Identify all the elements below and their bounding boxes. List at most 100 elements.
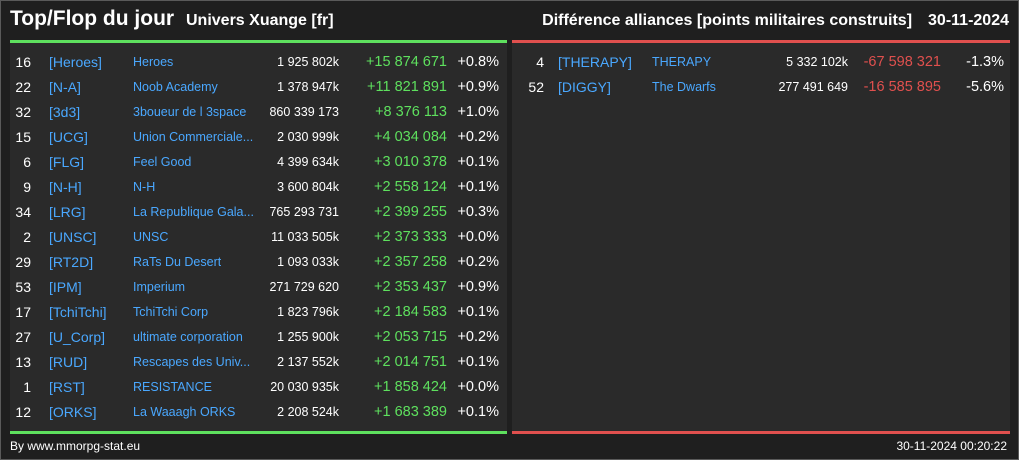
points-difference: +2 014 751 — [374, 354, 447, 370]
alliance-points: 1 255 900k — [277, 330, 339, 344]
percent-change: +0.9% — [457, 279, 499, 295]
alliance-name-link[interactable]: Rescapes des Univ... — [133, 355, 251, 369]
points-difference: +2 353 437 — [374, 279, 447, 295]
alliance-name-link[interactable]: N-H — [133, 180, 156, 194]
alliance-rank: 1 — [23, 379, 31, 395]
alliance-tag-link[interactable]: [IPM] — [49, 279, 82, 295]
points-difference: +4 034 084 — [374, 129, 447, 145]
header: Top/Flop du jour Univers Xuange [fr] Dif… — [0, 0, 1019, 40]
alliance-points: 20 030 935k — [270, 380, 339, 394]
alliance-name-link[interactable]: Feel Good — [133, 155, 192, 169]
metric-header: Différence alliances [points militaires … — [542, 12, 1009, 30]
alliance-name-link[interactable]: Heroes — [133, 55, 174, 69]
alliance-row: 2 [UNSC] UNSC 11 033 505k +2 373 333 +0.0% — [10, 225, 507, 250]
alliance-row: 12 [ORKS] La Waaagh ORKS 2 208 524k +1 683 3… — [10, 400, 507, 425]
alliance-tag-link[interactable]: [3d3] — [49, 104, 81, 120]
alliance-tag-link[interactable]: [U_Corp] — [49, 329, 106, 345]
alliance-name-link[interactable]: The Dwarfs — [652, 80, 716, 94]
alliance-row: 4 [THERAPY] THERAPY 5 332 102k -67 598 321 -1… — [512, 50, 1010, 75]
alliance-name-link[interactable]: TchiTchi Corp — [133, 305, 209, 319]
top-gainers-panel: 16 [Heroes] Heroes 1 925 802k +15 874 671 +0.… — [10, 40, 507, 434]
points-difference: +1 858 424 — [374, 379, 447, 395]
alliance-rank: 52 — [528, 79, 544, 95]
alliance-rank: 13 — [15, 354, 31, 370]
alliance-tag-link[interactable]: [RUD] — [49, 354, 88, 370]
alliance-points: 1 823 796k — [277, 305, 339, 319]
points-difference: +15 874 671 — [365, 54, 447, 70]
percent-change: +0.2% — [457, 254, 499, 270]
alliance-row: 17 [TchiTchi] TchiTchi Corp 1 823 796k +2 18… — [10, 300, 507, 325]
points-difference: +2 558 124 — [374, 179, 447, 195]
alliance-tag-link[interactable]: [DIGGY] — [558, 79, 611, 95]
points-difference: +2 184 583 — [374, 304, 447, 320]
alliance-tag-link[interactable]: [THERAPY] — [558, 54, 632, 70]
alliance-points: 1 378 947k — [277, 80, 339, 94]
alliance-points: 277 491 649 — [778, 80, 848, 94]
alliance-points: 5 332 102k — [786, 55, 848, 69]
page-title: Top/Flop du jour — [10, 7, 175, 30]
alliance-points: 2 030 999k — [277, 130, 339, 144]
report-date: 30-11-2024 — [928, 12, 1009, 29]
alliance-points: 11 033 505k — [271, 230, 339, 244]
percent-change: +1.0% — [457, 104, 499, 120]
alliance-tag-link[interactable]: [UNSC] — [49, 229, 97, 245]
percent-change: -1.3% — [966, 54, 1004, 70]
alliance-row: 1 [RST] RESISTANCE 20 030 935k +1 858 424 +0.… — [10, 375, 507, 400]
alliance-rank: 32 — [15, 104, 31, 120]
alliance-row: 9 [N-H] N-H 3 600 804k +2 558 124 +0.1% — [10, 175, 507, 200]
alliance-points: 3 600 804k — [277, 180, 339, 194]
universe-label: Univers Xuange [fr] — [186, 12, 334, 29]
alliance-row: 27 [U_Corp] ultimate corporation 1 255 900k… — [10, 325, 507, 350]
alliance-rank: 34 — [15, 204, 31, 220]
alliance-rank: 22 — [15, 79, 31, 95]
percent-change: +0.1% — [457, 304, 499, 320]
alliance-name-link[interactable]: UNSC — [133, 230, 169, 244]
alliance-points: 765 293 731 — [269, 205, 339, 219]
alliance-row: 16 [Heroes] Heroes 1 925 802k +15 874 671 +0.… — [10, 50, 507, 75]
alliance-rank: 29 — [15, 254, 31, 270]
alliance-tag-link[interactable]: [N-A] — [49, 79, 81, 95]
points-difference: +2 399 255 — [374, 204, 447, 220]
alliance-tag-link[interactable]: [TchiTchi] — [49, 304, 107, 320]
generated-timestamp: 30-11-2024 00:20:22 — [896, 439, 1007, 453]
alliance-rank: 16 — [15, 54, 31, 70]
alliance-tag-link[interactable]: [UCG] — [49, 129, 88, 145]
top-losers-panel: 4 [THERAPY] THERAPY 5 332 102k -67 598 321 -1… — [512, 40, 1010, 434]
alliance-row: 13 [RUD] Rescapes des Univ... 2 137 552k +2 … — [10, 350, 507, 375]
percent-change: +0.8% — [457, 54, 499, 70]
alliance-tag-link[interactable]: [LRG] — [49, 204, 86, 220]
alliance-tag-link[interactable]: [RST] — [49, 379, 85, 395]
alliance-tag-link[interactable]: [ORKS] — [49, 404, 97, 420]
alliance-rank: 6 — [23, 154, 31, 170]
alliance-name-link[interactable]: 3boueur de l 3space — [133, 105, 247, 119]
alliance-row: 22 [N-A] Noob Academy 1 378 947k +11 821 891… — [10, 75, 507, 100]
alliance-name-link[interactable]: Imperium — [133, 280, 186, 294]
points-difference: +3 010 378 — [374, 154, 447, 170]
alliance-row: 32 [3d3] 3boueur de l 3space 860 339 173 +8 … — [10, 100, 507, 125]
alliance-tag-link[interactable]: [FLG] — [49, 154, 85, 170]
alliance-rank: 27 — [15, 329, 31, 345]
points-difference: +1 683 389 — [374, 404, 447, 420]
alliance-name-link[interactable]: La Waaagh ORKS — [133, 405, 236, 419]
alliance-name-link[interactable]: Noob Academy — [133, 80, 218, 94]
points-difference: +2 357 258 — [374, 254, 447, 270]
points-difference: +11 821 891 — [367, 79, 447, 95]
alliance-name-link[interactable]: ultimate corporation — [133, 330, 243, 344]
alliance-row: 15 [UCG] Union Commerciale... 2 030 999k +4 … — [10, 125, 507, 150]
percent-change: +0.1% — [457, 179, 499, 195]
alliance-rank: 15 — [15, 129, 31, 145]
alliance-rank: 4 — [536, 54, 544, 70]
percent-change: +0.0% — [457, 229, 499, 245]
alliance-name-link[interactable]: Union Commerciale... — [133, 130, 254, 144]
alliance-name-link[interactable]: RaTs Du Desert — [133, 255, 222, 269]
percent-change: +0.3% — [457, 204, 499, 220]
alliance-row: 34 [LRG] La Republique Gala... 765 293 731 +… — [10, 200, 507, 225]
alliance-row: 29 [RT2D] RaTs Du Desert 1 093 033k +2 357 2… — [10, 250, 507, 275]
alliance-name-link[interactable]: THERAPY — [652, 55, 712, 69]
alliance-tag-link[interactable]: [RT2D] — [49, 254, 94, 270]
alliance-row: 52 [DIGGY] The Dwarfs 277 491 649 -16 585 89… — [512, 75, 1010, 100]
alliance-name-link[interactable]: La Republique Gala... — [133, 205, 254, 219]
alliance-name-link[interactable]: RESISTANCE — [133, 380, 212, 394]
alliance-tag-link[interactable]: [Heroes] — [49, 54, 102, 70]
alliance-tag-link[interactable]: [N-H] — [49, 179, 82, 195]
